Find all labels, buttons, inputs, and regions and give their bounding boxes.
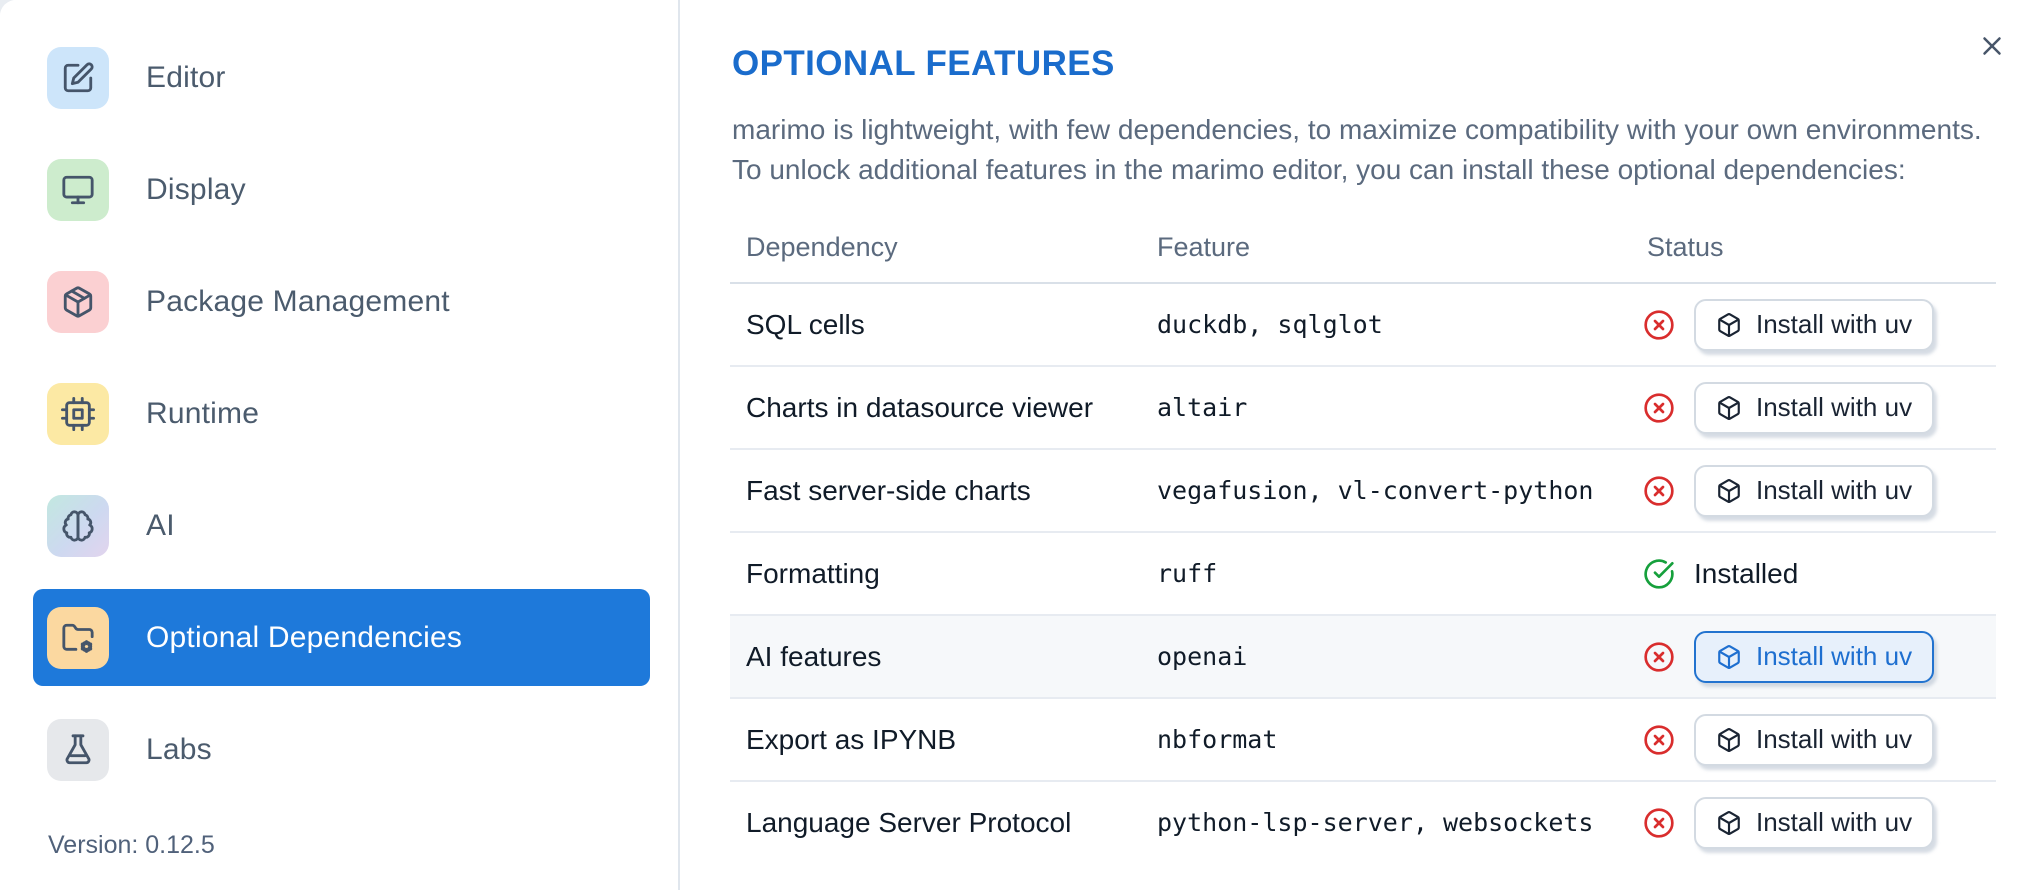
column-header-status: Status [1647, 231, 1724, 262]
package-icon [1716, 727, 1742, 753]
settings-sidebar: Editor Display Package Management Runtim… [0, 0, 680, 890]
install-with-uv-button[interactable]: Install with uv [1694, 630, 1935, 683]
install-with-uv-button[interactable]: Install with uv [1694, 298, 1935, 351]
status-cell: Installed [1631, 558, 1996, 590]
install-button-label: Install with uv [1756, 309, 1913, 339]
status-cell: Install with uv [1631, 796, 1996, 849]
cpu-icon [47, 382, 109, 445]
sidebar-item-label: AI [146, 508, 175, 542]
version-label: Version: 0.12.5 [48, 831, 215, 859]
status-cell: Install with uv [1631, 713, 1996, 766]
folder-cog-icon [47, 606, 109, 669]
optional-features-panel: OPTIONAL FEATURES marimo is lightweight,… [682, 0, 2042, 890]
feature-cell: vegafusion, vl-convert-python [1157, 476, 1594, 505]
not-installed-icon [1643, 724, 1675, 756]
install-with-uv-button[interactable]: Install with uv [1694, 464, 1935, 517]
dependencies-table: Dependency Feature Status SQL cells duck… [730, 212, 1996, 863]
sidebar-item-runtime[interactable]: Runtime [33, 365, 650, 462]
install-button-label: Install with uv [1756, 807, 1913, 837]
not-installed-icon [1643, 392, 1675, 424]
dependency-cell: SQL cells [746, 308, 865, 340]
sidebar-item-ai[interactable]: AI [33, 477, 650, 574]
install-with-uv-button[interactable]: Install with uv [1694, 713, 1935, 766]
sidebar-item-editor[interactable]: Editor [33, 29, 650, 126]
page-title: OPTIONAL FEATURES [732, 44, 1115, 83]
sidebar-item-label: Package Management [146, 284, 450, 318]
sidebar-item-package-management[interactable]: Package Management [33, 253, 650, 350]
monitor-icon [47, 158, 109, 221]
table-row-fast-server-side-charts: Fast server-side charts vegafusion, vl-c… [730, 450, 1996, 533]
install-button-label: Install with uv [1756, 475, 1913, 505]
install-with-uv-button[interactable]: Install with uv [1694, 381, 1935, 434]
not-installed-icon [1643, 807, 1675, 839]
dependency-cell: Fast server-side charts [746, 474, 1031, 506]
feature-cell: ruff [1157, 559, 1218, 588]
feature-cell: nbformat [1157, 725, 1278, 754]
column-header-feature: Feature [1157, 231, 1251, 262]
feature-cell: duckdb, sqlglot [1157, 310, 1383, 339]
edit-icon [47, 46, 109, 109]
feature-cell: openai [1157, 642, 1248, 671]
sidebar-item-display[interactable]: Display [33, 141, 650, 238]
table-row-export-as-ipynb: Export as IPYNB nbformat Install with uv [730, 699, 1996, 782]
dependency-cell: AI features [746, 640, 882, 672]
status-cell: Install with uv [1631, 464, 1996, 517]
sidebar-item-label: Runtime [146, 396, 260, 430]
dependency-cell: Charts in datasource viewer [746, 391, 1094, 423]
flask-icon [47, 718, 109, 781]
dependency-cell: Language Server Protocol [746, 806, 1072, 838]
table-header-row: Dependency Feature Status [730, 212, 1996, 284]
sidebar-item-list: Editor Display Package Management Runtim… [0, 0, 678, 798]
feature-cell: altair [1157, 393, 1248, 422]
package-icon [1716, 478, 1742, 504]
table-row-charts-in-datasource-viewer: Charts in datasource viewer altair Insta… [730, 367, 1996, 450]
sidebar-item-label: Optional Dependencies [146, 620, 463, 654]
status-cell: Install with uv [1631, 630, 1996, 683]
dependency-cell: Formatting [746, 557, 880, 589]
description-line-2: To unlock additional features in the mar… [732, 154, 1906, 185]
not-installed-icon [1643, 309, 1675, 341]
sidebar-item-label: Labs [146, 732, 212, 766]
install-button-label: Install with uv [1756, 724, 1913, 754]
package-icon [1716, 395, 1742, 421]
dependency-cell: Export as IPYNB [746, 723, 957, 755]
install-button-label: Install with uv [1756, 392, 1913, 422]
not-installed-icon [1643, 475, 1675, 507]
installed-label: Installed [1694, 557, 1799, 589]
description-line-1: marimo is lightweight, with few dependen… [732, 114, 1982, 145]
table-row-sql-cells: SQL cells duckdb, sqlglot Install with u… [730, 284, 1996, 367]
table-row-formatting: Formatting ruff Installed [730, 533, 1996, 616]
installed-icon [1643, 558, 1675, 590]
package-icon [1716, 644, 1742, 670]
description: marimo is lightweight, with few dependen… [732, 110, 1982, 190]
sidebar-item-optional-dependencies[interactable]: Optional Dependencies [33, 589, 650, 686]
brain-icon [47, 494, 109, 557]
not-installed-icon [1643, 641, 1675, 673]
package-icon [1716, 810, 1742, 836]
table-body: SQL cells duckdb, sqlglot Install with u… [730, 284, 1996, 863]
table-row-language-server-protocol: Language Server Protocol python-lsp-serv… [730, 782, 1996, 863]
close-icon[interactable] [1972, 26, 2012, 66]
package-icon [47, 270, 109, 333]
sidebar-item-label: Display [146, 172, 246, 206]
status-cell: Install with uv [1631, 381, 1996, 434]
package-icon [1716, 312, 1742, 338]
install-button-label: Install with uv [1756, 641, 1913, 671]
sidebar-item-labs[interactable]: Labs [33, 701, 650, 798]
table-row-ai-features: AI features openai Install with uv [730, 616, 1996, 699]
column-header-dependency: Dependency [746, 231, 898, 262]
feature-cell: python-lsp-server, websockets [1157, 808, 1594, 837]
status-cell: Install with uv [1631, 298, 1996, 351]
install-with-uv-button[interactable]: Install with uv [1694, 796, 1935, 849]
sidebar-item-label: Editor [146, 60, 226, 94]
